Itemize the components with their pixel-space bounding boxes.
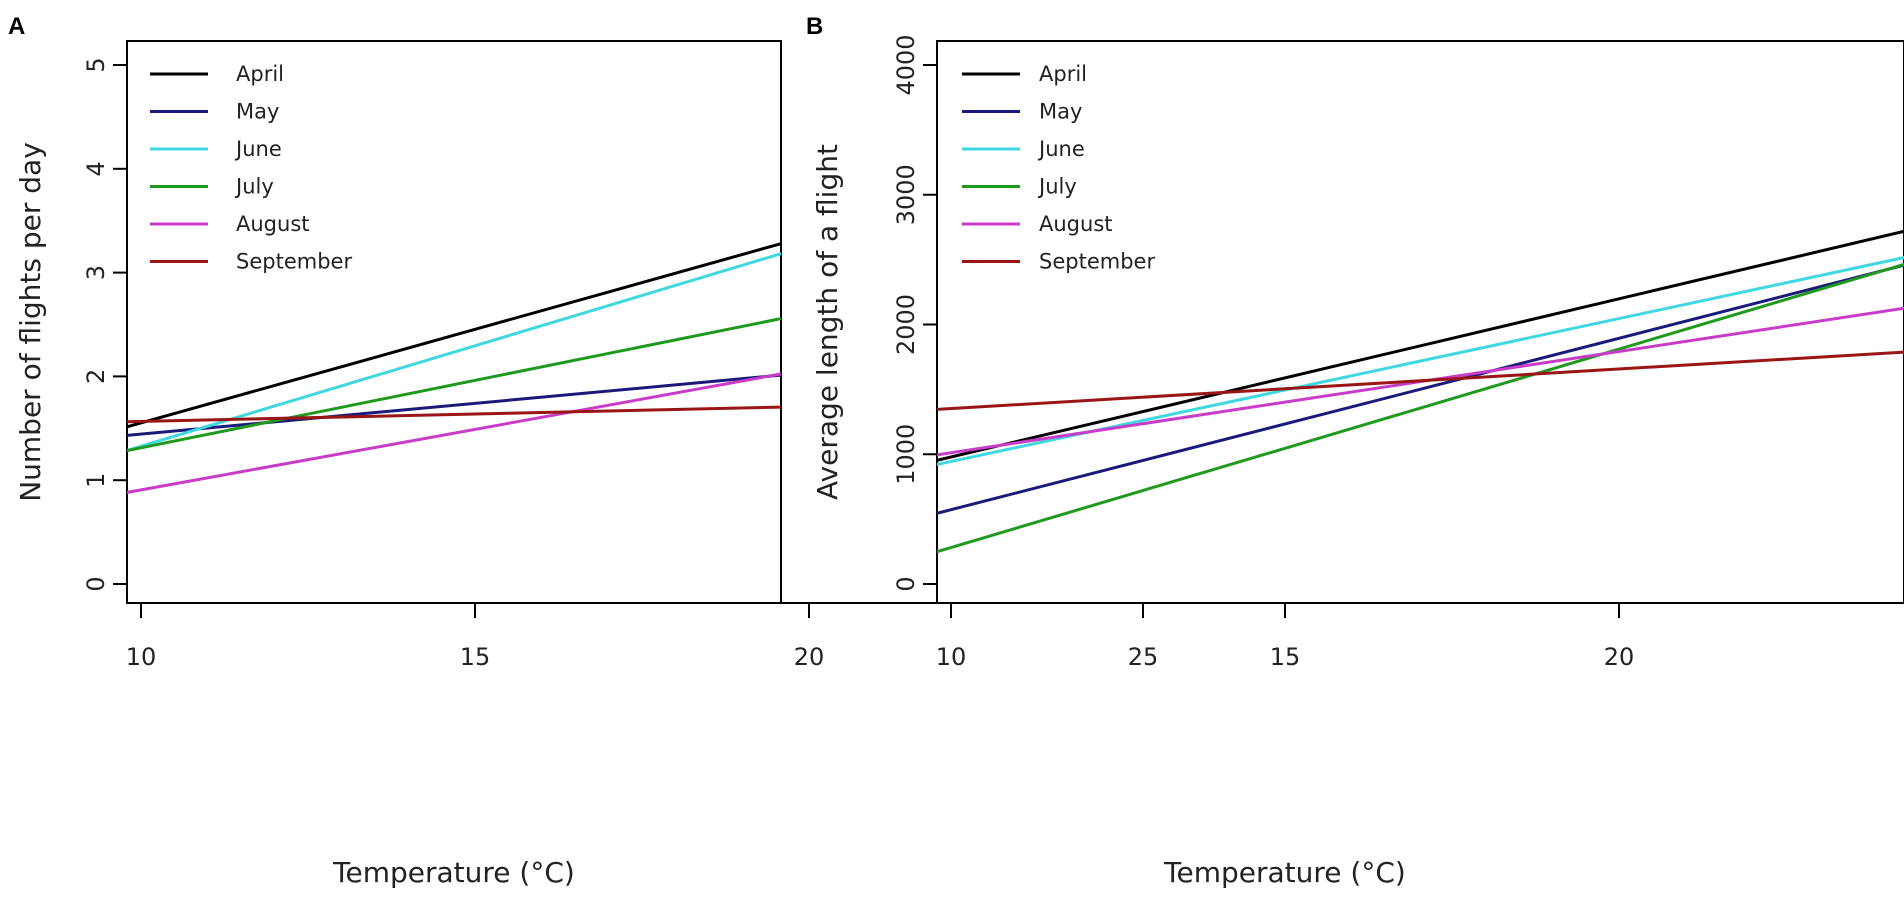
panel-b-series-line-april — [937, 229, 1904, 462]
panel-a-legend-label-may: May — [236, 100, 279, 124]
panel-a-legend-label-august: August — [236, 212, 310, 236]
panel-a-plot-frame — [126, 40, 782, 604]
panel-b-letter: B — [806, 13, 823, 40]
panel-a-lines — [127, 242, 781, 494]
panel-b-legend-label-august: August — [1039, 212, 1113, 236]
panel-a-y-tick-label: 1 — [82, 473, 110, 488]
panel-b-plot-frame — [936, 40, 1904, 604]
panel-a-legend-label-april: April — [236, 62, 284, 86]
panel-b-y-tick-label: 2000 — [892, 294, 920, 355]
panel-a-x-axis-title: Temperature (°C) — [332, 856, 575, 889]
panel-b: B 10 15 20 25 0 1000 2000 3000 4000 April May June… — [806, 13, 1904, 889]
panel-b-legend-label-april: April — [1039, 62, 1087, 86]
panel-a-series-line-april — [127, 242, 781, 429]
panel-a-series-line-june — [127, 252, 781, 452]
panel-b-y-axis-title: Average length of a flight — [811, 144, 844, 500]
panel-b-series-line-september — [937, 350, 1904, 411]
panel-b-lines — [937, 229, 1904, 554]
panel-a-letter: A — [8, 13, 25, 40]
panel-b-y-tick-label: 0 — [892, 576, 920, 591]
panel-b-legend-label-july: July — [1037, 175, 1077, 199]
panel-a-series-line-july — [127, 317, 781, 453]
panel-a-y-tick-label: 5 — [82, 57, 110, 72]
panel-a: A 10 15 20 25 0 1 2 3 4 5 April May June July August S… — [8, 13, 1159, 889]
panel-a-legend-label-june: June — [234, 137, 282, 161]
panel-a-y-axis-title: Number of flights per day — [14, 142, 47, 502]
panel-a-y-tick-label: 0 — [82, 576, 110, 591]
panel-b-x-tick-label: 15 — [1270, 643, 1301, 671]
panel-a-y-tick-label: 2 — [82, 369, 110, 384]
panel-a-x-tick-label: 25 — [1128, 643, 1159, 671]
panel-a-x-tick-label: 20 — [794, 643, 825, 671]
panel-b-legend: April May June July August September — [962, 62, 1155, 274]
panel-b-ticks: 10 15 20 25 0 1000 2000 3000 4000 — [892, 34, 1904, 671]
panel-a-y-tick-label: 3 — [82, 265, 110, 280]
panel-b-series-line-august — [937, 306, 1904, 457]
panel-a-series-line-august — [127, 372, 781, 494]
panel-a-legend-label-july: July — [234, 175, 274, 199]
panel-b-series-line-may — [937, 263, 1904, 515]
panel-b-y-tick-label: 3000 — [892, 164, 920, 225]
panel-b-y-tick-label: 4000 — [892, 34, 920, 95]
panel-b-x-tick-label: 20 — [1604, 643, 1635, 671]
panel-a-y-tick-label: 4 — [82, 161, 110, 176]
panel-a-x-tick-label: 10 — [126, 643, 157, 671]
panel-b-legend-label-june: June — [1037, 137, 1085, 161]
panel-b-legend-label-september: September — [1039, 250, 1155, 274]
panel-a-legend-label-september: September — [236, 250, 352, 274]
panel-b-x-tick-label: 10 — [936, 643, 967, 671]
panel-b-x-axis-title: Temperature (°C) — [1163, 856, 1406, 889]
panel-a-x-tick-label: 15 — [460, 643, 491, 671]
panel-a-legend: April May June July August September — [150, 62, 352, 274]
panel-b-y-tick-label: 1000 — [892, 424, 920, 485]
panel-b-legend-label-may: May — [1039, 100, 1082, 124]
panel-a-series-line-september — [127, 405, 781, 424]
panel-b-series-line-july — [937, 262, 1904, 554]
panel-b-series-line-june — [937, 256, 1904, 467]
